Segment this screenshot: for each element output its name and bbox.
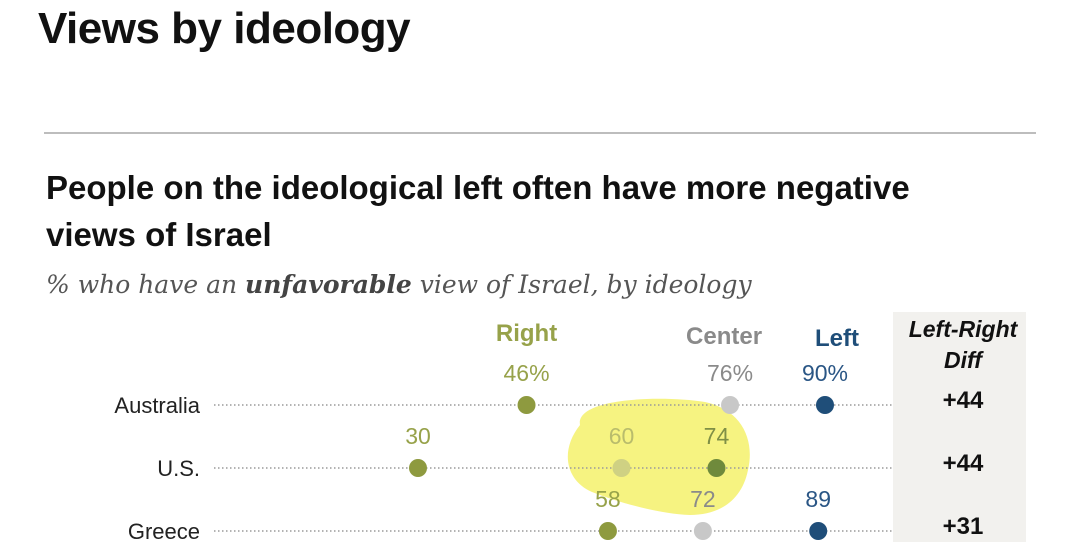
dot-right [517,396,536,414]
dot-left [707,459,726,477]
chart-title: People on the ideological left often hav… [46,169,910,253]
dot-right [598,522,617,540]
highlight-marker [567,398,750,515]
subtitle-pre: % who have an [46,270,246,299]
page-title: Views by ideology [38,4,411,53]
value-label-center: 76% [707,360,753,386]
value-label-left: 74 [704,423,730,449]
dot-center [721,396,740,414]
dot-center [612,459,631,477]
row-label: Australia [114,393,200,418]
dot-left [809,522,828,540]
diff-column-background [893,312,1026,542]
value-label-left: 90% [802,360,848,386]
value-label-center: 60 [609,423,635,449]
dot-left [816,396,834,414]
legend-center: Center [686,323,762,350]
row-label: U.S. [157,456,200,481]
value-label-center: 72 [690,486,716,512]
row-label: Greece [128,519,200,542]
divider [44,132,1036,134]
diff-value: +44 [943,450,984,477]
value-label-right: 58 [595,486,621,512]
subtitle-post: view of Israel, by ideology [411,270,752,299]
value-label-left: 89 [805,486,831,512]
legend-right: Right [496,320,557,347]
value-label-right: 30 [405,423,431,449]
chart-subtitle: % who have an unfavorable view of Israel… [46,270,752,299]
diff-header-2: Diff [944,347,984,373]
diff-header: Left-Right [909,316,1019,342]
dot-center [693,522,712,540]
diff-value: +31 [943,513,984,540]
diff-value: +44 [943,387,984,414]
dot-right [409,459,427,477]
legend-left: Left [815,325,859,352]
subtitle-bold: unfavorable [245,270,412,299]
value-label-right: 46% [504,360,550,386]
